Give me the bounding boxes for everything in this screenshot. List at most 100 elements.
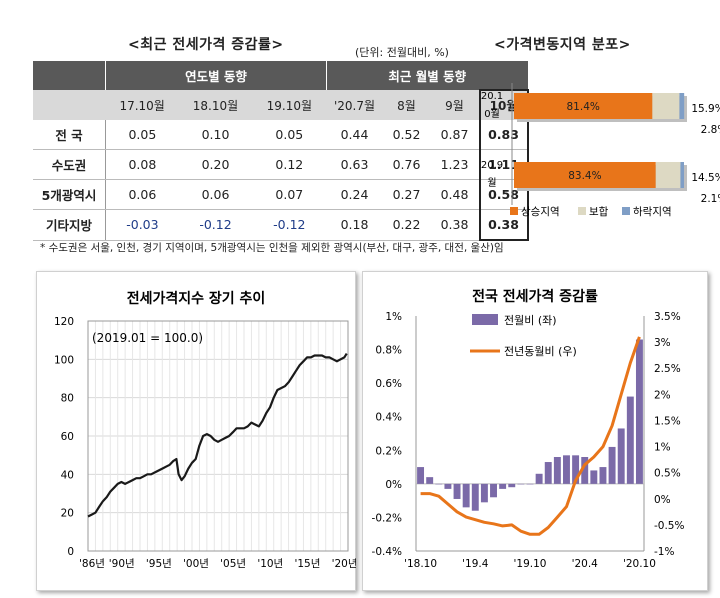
table-cell: 0.22: [382, 209, 431, 241]
table-cell: 0.20: [178, 149, 253, 180]
table-cell: 0.27: [382, 179, 431, 210]
y-tick-label-right: 0%: [654, 494, 671, 506]
bar: [435, 483, 443, 485]
y-tick-label-left: 0.2%: [375, 445, 402, 457]
index-chart: 전세가격지수 장기 추이 0 20 40 60 80 100 120 '86년 '90년 '95년 '…: [54, 290, 356, 570]
bar-segment: [655, 162, 681, 188]
data-label: 2.8%: [701, 124, 720, 136]
table-cell: 0.24: [326, 179, 383, 210]
x-tick-label: '86년: [79, 558, 105, 570]
y-tick-label-left: 0.8%: [375, 345, 402, 357]
table-cell: 0.10: [178, 120, 253, 150]
bar: [563, 455, 570, 484]
x-tick-label: '95년: [146, 558, 172, 570]
y-tick-label: 80: [61, 393, 74, 405]
y-tick-label-left: -0.4%: [372, 546, 402, 558]
bar: [462, 483, 470, 508]
table-cell: 0.76: [382, 149, 431, 180]
x-tick-label: '20년: [332, 558, 356, 570]
y-tick-label-left: 0%: [385, 479, 402, 491]
legend-label: 전년동월비 (우): [504, 345, 577, 358]
category-label: 20.1: [481, 91, 503, 102]
table-cell: -0.12: [178, 209, 253, 241]
table-title: <최근 전세가격 증감률>: [128, 37, 284, 53]
col-header: '20.7월: [326, 90, 383, 120]
price-change-table: 연도별 동향 최근 월별 동향 17.10월 18.10월 19.10월 '20…: [33, 61, 529, 241]
legend-swatch: [510, 207, 518, 215]
series-line: [420, 336, 641, 536]
category-label: 20.9: [481, 160, 503, 171]
table-cell: 0.48: [430, 179, 480, 210]
col-header: 8월: [382, 90, 431, 120]
x-tick-label: '18.10: [404, 558, 437, 570]
y-tick-label-right: 3%: [654, 337, 671, 349]
table-cell: 0.05: [252, 120, 327, 150]
legend-label: 상승지역: [521, 206, 560, 218]
data-label: 14.5%: [691, 172, 720, 184]
y-tick-label-left: 0.6%: [375, 378, 402, 390]
plot-frame: [87, 320, 349, 552]
x-tick-label: '20.10: [623, 558, 656, 570]
table-cell: 0.05: [105, 120, 179, 150]
table-cell: 0.44: [326, 120, 383, 150]
data-label: 81.4%: [567, 101, 600, 113]
table-unit: (단위: 전월대비, %): [355, 46, 449, 59]
table-cell: 0.18: [326, 209, 383, 241]
bar: [444, 483, 452, 489]
table-cell: 0.52: [382, 120, 431, 150]
y-tick-label-right: -0.5%: [654, 520, 684, 532]
bar: [417, 467, 425, 484]
category-label: 월: [487, 177, 496, 189]
distribution-chart-title: <가격변동지역 분포>: [494, 37, 631, 53]
bar: [590, 470, 598, 484]
footnote: * 수도권은 서울, 인천, 경기 지역이며, 5개광역시는 인천을 제외한 광…: [40, 242, 504, 254]
bar: [490, 483, 497, 498]
table-row: 5개광역시 0.06 0.06 0.07 0.24 0.27 0.48 0.58: [33, 179, 529, 210]
x-tick-label: '19.10: [514, 558, 547, 570]
x-tick-label: '20.4: [572, 558, 599, 570]
bar: [480, 483, 488, 503]
bar: [572, 455, 580, 484]
x-tick-label: '00년: [183, 558, 209, 570]
y-tick-label-left: 0.4%: [375, 412, 402, 424]
legend-swatch: [472, 314, 498, 325]
row-name: 5개광역시: [33, 179, 106, 210]
bar: [471, 483, 479, 511]
bar: [553, 457, 561, 484]
legend-label: 전월비 (좌): [504, 314, 557, 327]
bar: [426, 477, 434, 484]
series-line: [87, 353, 348, 518]
table-cell: 0.08: [105, 149, 179, 180]
bar: [535, 473, 543, 484]
data-label: 83.4%: [568, 170, 601, 182]
col-header: 17.10월: [105, 90, 179, 120]
legend-label: 하락지역: [633, 205, 672, 218]
table-cell: 0.06: [105, 179, 179, 210]
y-tick-label-right: 3.5%: [654, 311, 681, 323]
data-label: 2.1%: [701, 193, 720, 205]
table-cell: -0.03: [105, 209, 179, 241]
group-header-monthly: 최근 월별 동향: [326, 61, 528, 90]
x-tick-label: '90년: [109, 558, 135, 570]
x-tick-label: '19.4: [462, 558, 489, 570]
row-name: 전 국: [33, 120, 106, 150]
bar: [617, 428, 625, 484]
distribution-chart: 20.1 0월 81.4% 15.9% 2.8% 20.9 월 83.4% 14.5% 2.1% 상…: [481, 83, 720, 218]
table-cell: 0.87: [430, 120, 480, 150]
col-header: 9월: [430, 90, 480, 120]
y-tick-label-right: -1%: [654, 546, 674, 558]
y-tick-label: 20: [61, 508, 74, 520]
bar-segment: [679, 93, 685, 119]
col-header: 19.10월: [252, 90, 327, 120]
legend-label: 보합: [589, 206, 609, 218]
table-cell: 1.23: [430, 149, 480, 180]
bar: [626, 396, 634, 484]
table-row: 수도권 0.08 0.20 0.12 0.63 0.76 1.23 1.11: [33, 149, 529, 180]
bar: [599, 467, 607, 484]
bar: [453, 483, 461, 499]
table-row: 전 국 0.05 0.10 0.05 0.44 0.52 0.87 0.83: [33, 120, 529, 150]
table-cell: -0.12: [252, 209, 327, 241]
y-tick-label-right: 0.5%: [654, 468, 681, 480]
chart-title: 전세가격지수 장기 추이: [127, 290, 266, 307]
y-tick-label: 60: [61, 431, 74, 443]
